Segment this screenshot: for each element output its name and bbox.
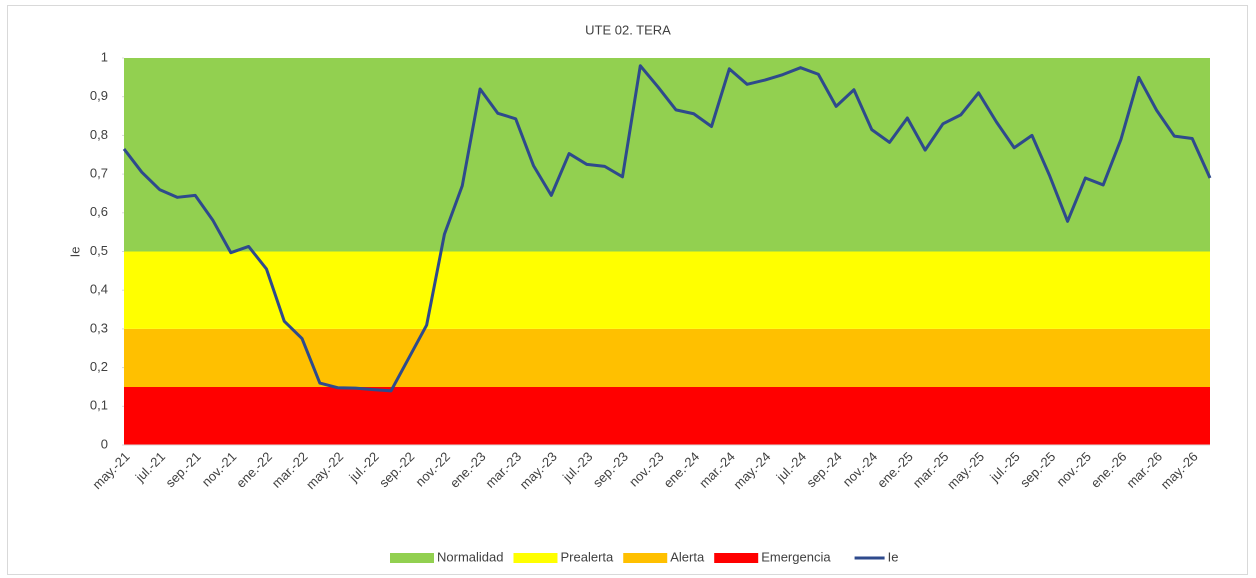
y-tick-label: 0,4 — [90, 282, 108, 297]
legend-swatch — [623, 553, 668, 563]
area-band — [124, 386, 1210, 445]
legend: Normalidad Prealerta Alerta Emergencia Ie — [390, 549, 898, 564]
y-tick-label: 0,2 — [90, 359, 108, 374]
legend-label: Alerta — [670, 549, 705, 564]
line-series — [122, 64, 1212, 393]
area-band — [124, 58, 1210, 252]
y-tick-label: 0,1 — [90, 398, 108, 413]
legend-label: Normalidad — [437, 549, 503, 564]
y-tick-label: 0,7 — [90, 166, 108, 181]
y-tick-label: 0,8 — [90, 127, 108, 142]
y-tick-label: 0,5 — [90, 243, 108, 258]
y-tick-label: 0,3 — [90, 320, 108, 335]
legend-label: Ie — [888, 549, 899, 564]
y-tick-label: 1 — [101, 49, 108, 64]
area-band — [124, 251, 1210, 329]
legend-label: Prealerta — [560, 549, 614, 564]
area-band — [124, 328, 1210, 387]
legend-label: Emergencia — [761, 549, 831, 564]
y-tick-label: 0 — [101, 436, 108, 451]
legend-swatch — [714, 553, 759, 563]
y-tick-label: 0,6 — [90, 204, 108, 219]
y-tick-label: 0,9 — [90, 88, 108, 103]
legend-swatch — [513, 553, 558, 563]
y-axis-label: Ie — [67, 247, 82, 258]
chart-title: UTE 02. TERA — [585, 22, 671, 37]
legend-swatch — [390, 553, 434, 563]
